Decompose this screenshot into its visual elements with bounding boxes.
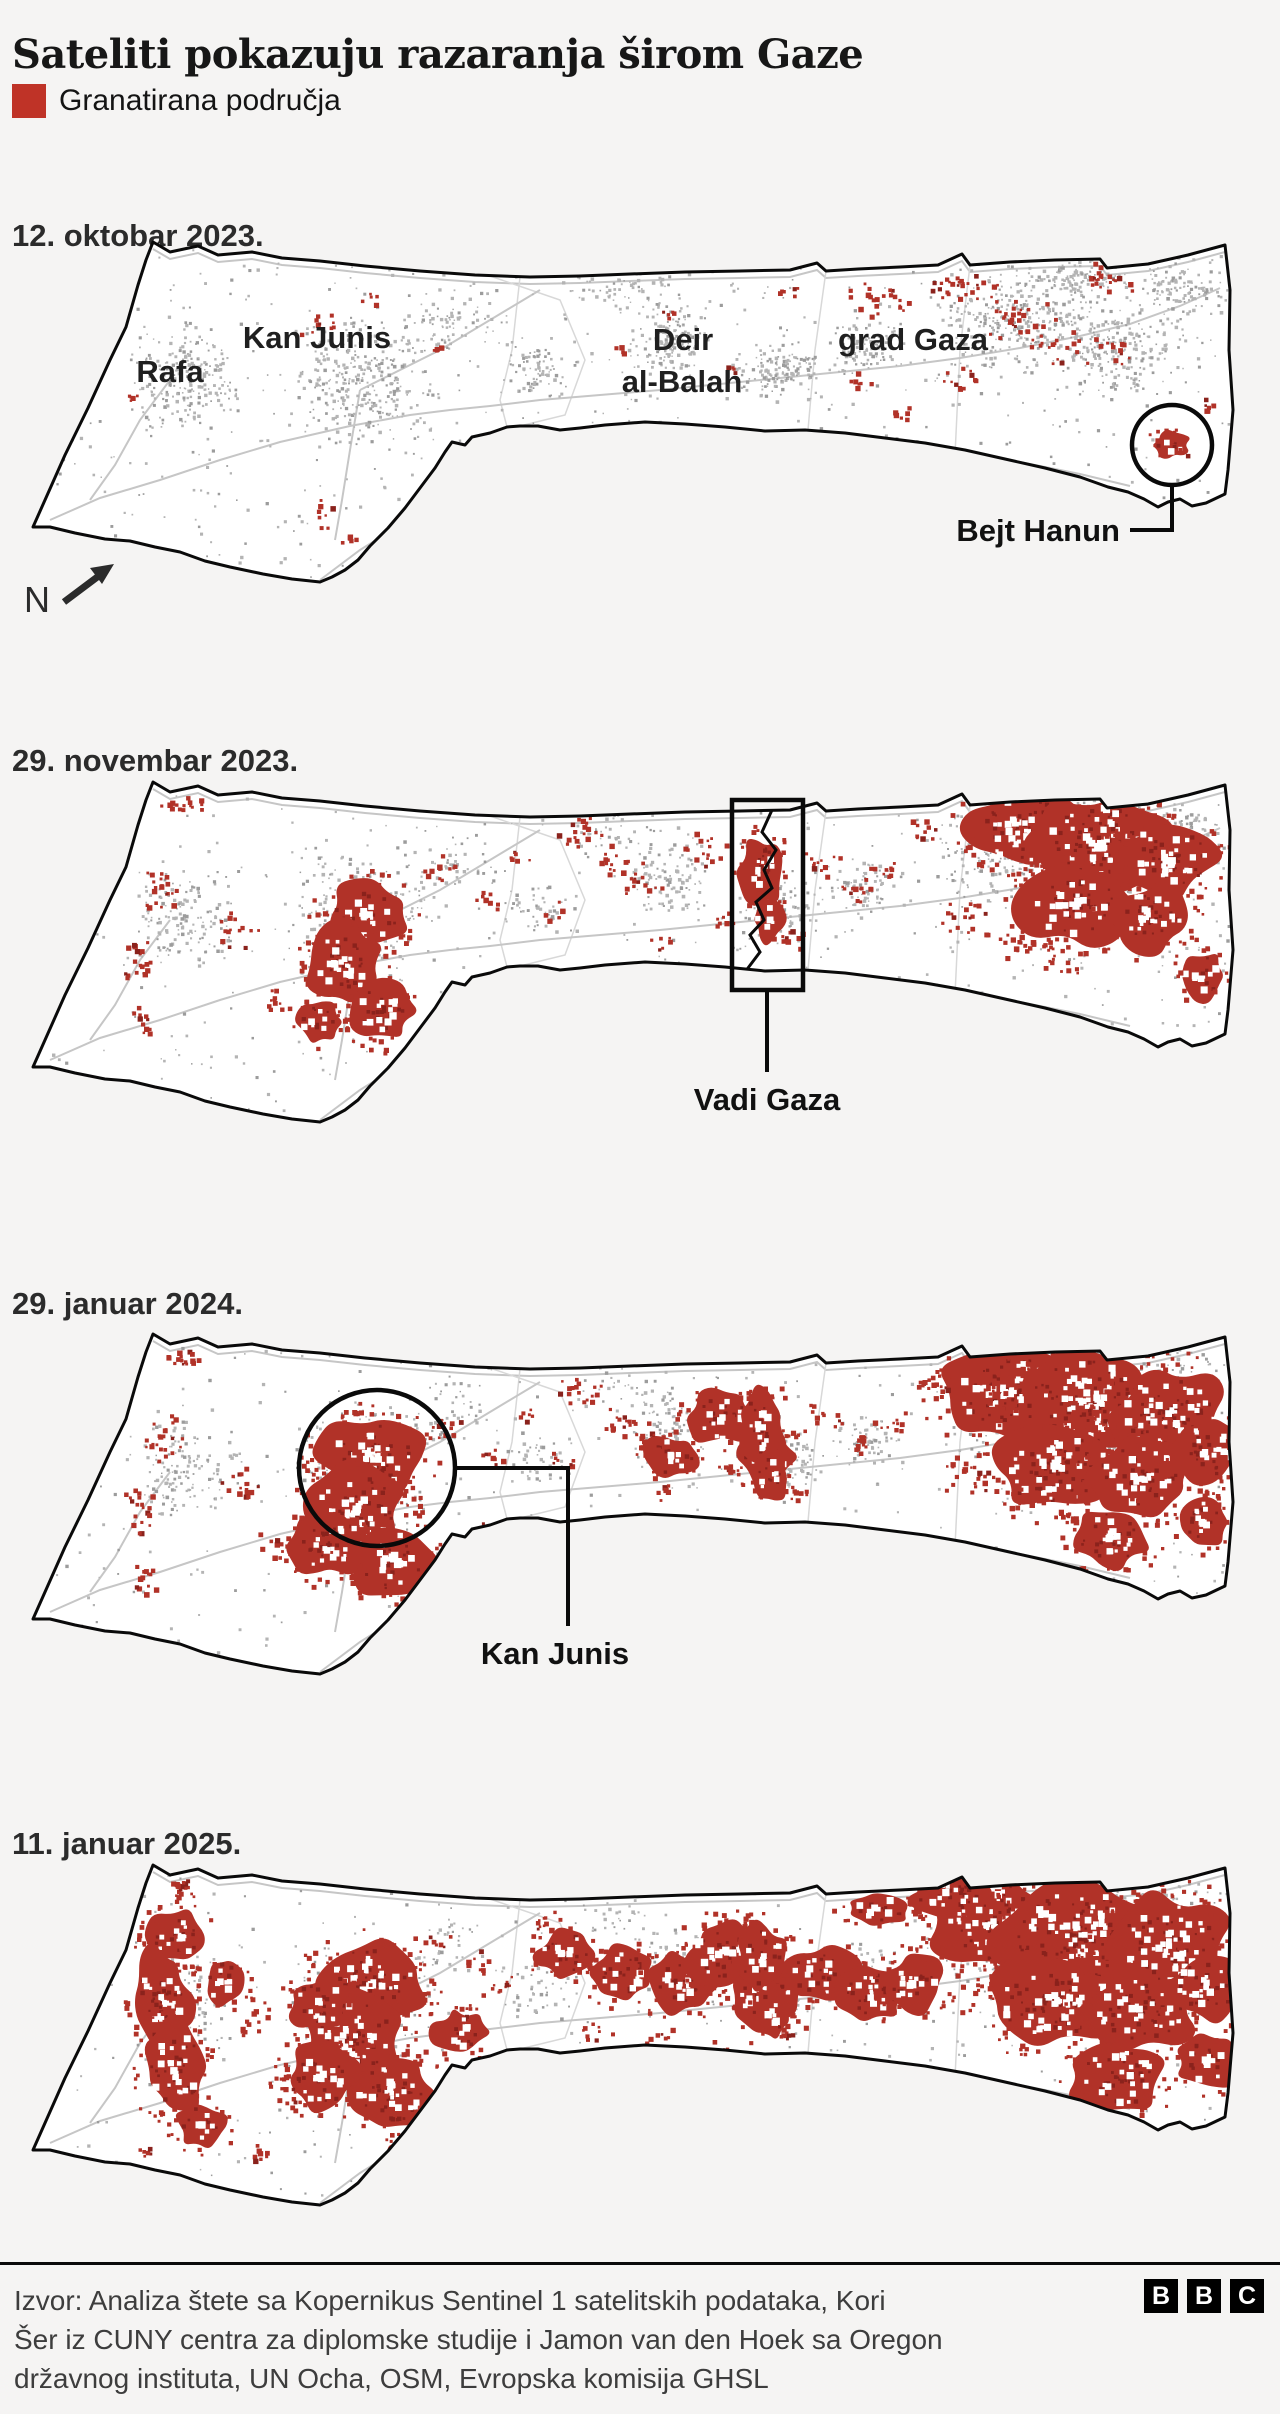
panel-1-date-heading: 12. oktobar 2023. (12, 217, 264, 253)
map-panel-2: Vadi Gaza (20, 770, 1260, 1175)
map-panel-1: Rafa Kan Junis Deir al-Balah grad Gaza Bejt H… (20, 230, 1260, 635)
annotations: Rafa Kan Junis Deir al-Balah grad Gaza Bejt H… (24, 320, 1215, 620)
damage-layer (127, 261, 1217, 545)
road-line (334, 389, 361, 541)
place-label: Rafa (136, 354, 204, 389)
place-label: al-Balah (622, 364, 743, 399)
legend: Granatirana područja (12, 84, 341, 118)
panel-2-date-heading: 29. novembar 2023. (12, 742, 299, 778)
map-content (33, 1865, 1233, 2205)
boundary-line (499, 276, 521, 428)
annotations: Kan Junis (296, 1387, 629, 1671)
road-line (49, 287, 1221, 521)
leader-line (456, 1466, 570, 1626)
bbc-logo-block-b1: B (1144, 2279, 1178, 2313)
place-label: Kan Junis (243, 320, 391, 355)
map-content (33, 782, 1233, 1122)
north-label: N (24, 579, 50, 620)
damage-layer (123, 1865, 1233, 2175)
annotations: Vadi Gaza (694, 797, 841, 1117)
gaza-outline (31, 1863, 1235, 2207)
highlight-circle (1129, 402, 1215, 488)
callout-label: Bejt Hanun (956, 513, 1120, 548)
gaza-outline (31, 240, 1235, 584)
road-line (89, 379, 171, 501)
bbc-logo-block-b2: B (1187, 2279, 1221, 2313)
place-label: grad Gaza (838, 322, 989, 357)
damage-layer (124, 1334, 1233, 1644)
north-arrow-icon (61, 572, 103, 605)
map-panel-3: Kan Junis (20, 1322, 1260, 1727)
north-arrowhead-icon (90, 564, 114, 584)
boundary-line (807, 270, 827, 431)
legend-red-swatch-icon (12, 84, 46, 118)
source-line-3: državnog instituta, UN Ocha, OSM, Evrops… (14, 2363, 769, 2394)
leader-line (1130, 487, 1174, 532)
page-title: Sateliti pokazuju razaranja širom Gaze (12, 30, 864, 78)
place-label: Deir (653, 322, 713, 357)
legend-label: Granatirana područja (59, 84, 341, 117)
boundary-line (807, 1362, 827, 1523)
gaza-map-3: Kan Junis (31, 1332, 1235, 1676)
footer-divider (0, 2262, 1280, 2265)
gaza-map-2: Vadi Gaza (31, 780, 1235, 1124)
map-content (33, 1334, 1233, 1674)
bbc-logo: B B C (1144, 2279, 1264, 2313)
highlight-circle (296, 1387, 458, 1549)
gaza-map-1: Rafa Kan Junis Deir al-Balah grad Gaza Bejt H… (24, 240, 1235, 620)
panel-4-date-heading: 11. januar 2025. (12, 1825, 242, 1861)
boundary-line (499, 1899, 521, 2051)
callout-label: Vadi Gaza (694, 1082, 841, 1117)
source-line-1: Izvor: Analiza štete sa Kopernikus Senti… (14, 2285, 886, 2316)
gaza-outline (31, 1332, 1235, 1676)
damage-layer (124, 782, 1232, 1056)
source-text: Izvor: Analiza štete sa Kopernikus Senti… (14, 2281, 1104, 2398)
wadi-gaza-line (746, 809, 778, 986)
map-panel-4 (20, 1853, 1260, 2233)
boundary-line (807, 810, 827, 971)
callout-label: Kan Junis (481, 1636, 629, 1671)
gaza-map-4 (31, 1863, 1235, 2207)
panel-3-date-heading: 29. januar 2024. (12, 1285, 243, 1321)
road-line (89, 919, 171, 1041)
bbc-logo-block-c: C (1230, 2279, 1264, 2313)
source-line-2: Šer iz CUNY centra za diplomske studije … (14, 2324, 943, 2355)
